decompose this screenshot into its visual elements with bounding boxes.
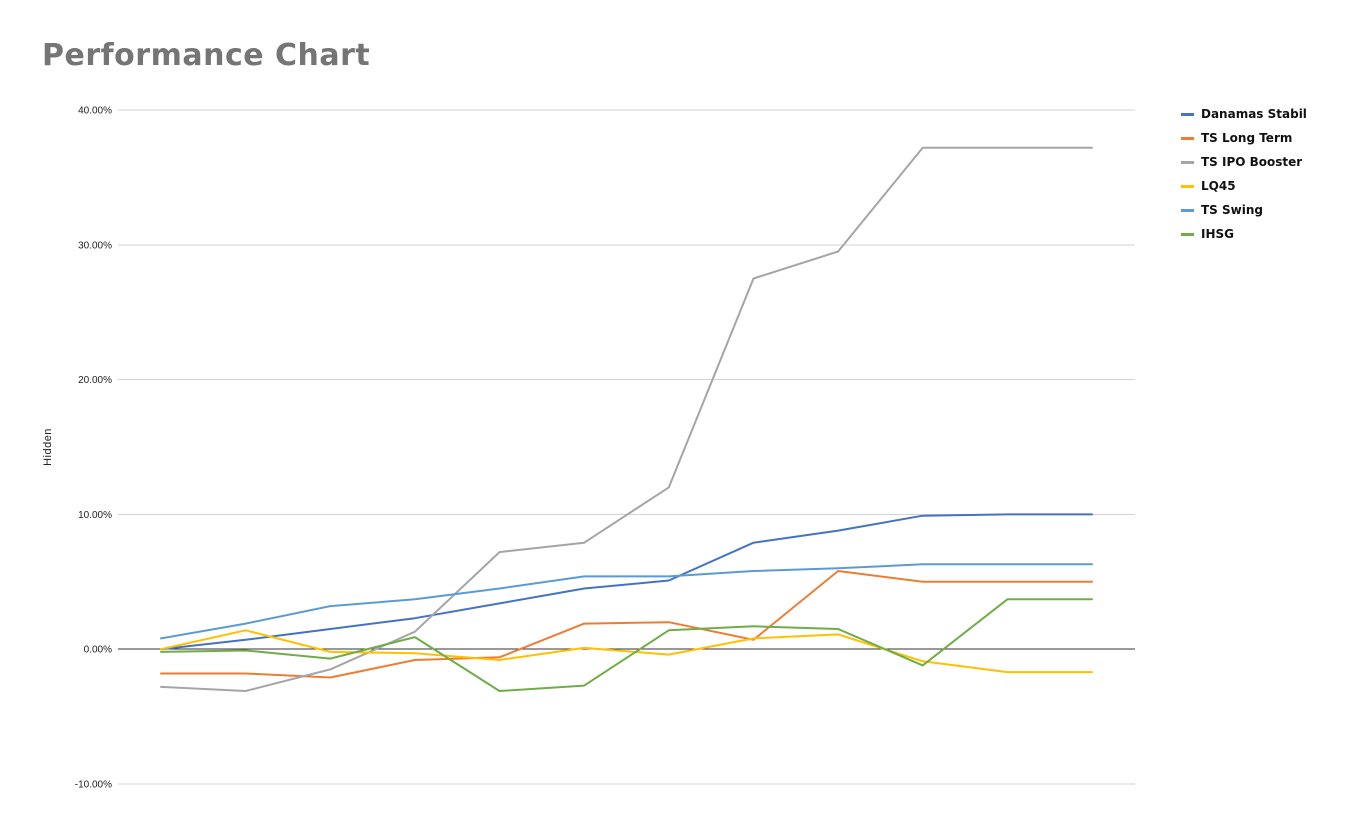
legend-item: TS Long Term (1181, 126, 1307, 150)
legend-swatch (1181, 184, 1194, 188)
series-line-ts-swing (160, 563, 1093, 640)
legend-label: Danamas Stabil (1201, 107, 1307, 121)
legend-label: LQ45 (1201, 179, 1236, 193)
legend-swatch (1181, 208, 1194, 212)
series-line-ts-ipo-booster (160, 146, 1093, 692)
legend-label: TS IPO Booster (1201, 155, 1303, 169)
legend-label: IHSG (1201, 227, 1234, 241)
series-line-ihsg (160, 598, 1093, 692)
legend-item: TS Swing (1181, 198, 1307, 222)
legend-swatch (1181, 232, 1194, 236)
legend-swatch (1181, 160, 1194, 164)
legend-swatch (1181, 136, 1194, 140)
legend-label: TS Swing (1201, 203, 1263, 217)
series-line-ts-long-term (160, 570, 1093, 679)
y-tick-label: 30.00% (78, 240, 112, 251)
series-line-danamas-stabil (160, 513, 1093, 651)
legend-item: IHSG (1181, 222, 1307, 246)
y-tick-label: -10.00% (75, 780, 112, 791)
legend-swatch (1181, 112, 1194, 116)
legend-item: Danamas Stabil (1181, 102, 1307, 126)
y-tick-label: 40.00% (78, 106, 112, 117)
legend-label: TS Long Term (1201, 131, 1293, 145)
series-line-lq45 (160, 629, 1093, 674)
y-tick-label: 0.00% (84, 645, 112, 656)
legend-item: LQ45 (1181, 174, 1307, 198)
y-tick-label: 20.00% (78, 375, 112, 386)
y-tick-label: 10.00% (78, 510, 112, 521)
chart-title: Performance Chart (42, 38, 371, 73)
chart-legend: Danamas Stabil TS Long Term TS IPO Booster… (1181, 102, 1307, 246)
legend-item: TS IPO Booster (1181, 150, 1307, 174)
